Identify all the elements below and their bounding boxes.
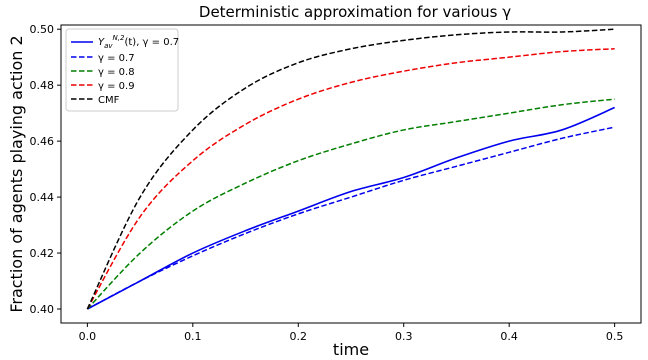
legend-label-2: γ = 0.7 (98, 53, 135, 64)
legend-label-5: CMF (98, 95, 120, 106)
series-line-5 (86, 28, 615, 310)
y-tick-label: 0.48 (30, 79, 55, 92)
legend-label-1-sup: N,2 (113, 34, 125, 42)
legend-box (65, 28, 179, 112)
x-tick-label: 0.5 (606, 330, 624, 343)
legend-label-1-main: Y (98, 37, 105, 48)
y-tick-label: 0.50 (30, 23, 55, 36)
y-axis-label: Fraction of agents playing action 2 (7, 35, 26, 312)
series-line-2 (87, 126, 615, 310)
series-line-4 (86, 48, 615, 310)
x-tick-label: 0.4 (500, 330, 518, 343)
x-axis-label: time (333, 340, 369, 359)
x-tick-label: 0.2 (290, 330, 308, 343)
legend-lines (71, 41, 93, 100)
x-tick-label: 0.3 (395, 330, 413, 343)
x-axis: 0.0 0.1 0.2 0.3 0.4 0.5 (79, 323, 624, 343)
series-layer (86, 28, 615, 310)
series-line-1 (86, 106, 615, 310)
legend-label-4: γ = 0.9 (98, 81, 135, 92)
legend-label-1-sub: av (104, 42, 113, 50)
y-tick-label: 0.40 (30, 303, 55, 316)
legend-label-1: YavN,2(t), γ = 0.7 (98, 34, 179, 50)
y-tick-label: 0.46 (30, 135, 55, 148)
x-tick-label: 0.1 (184, 330, 202, 343)
y-axis: 0.40 0.42 0.44 0.46 0.48 0.50 (30, 23, 61, 316)
y-tick-label: 0.44 (30, 191, 55, 204)
chart-title: Deterministic approximation for various … (199, 3, 511, 21)
legend-label-3: γ = 0.8 (98, 67, 135, 78)
legend: YavN,2(t), γ = 0.7 γ = 0.7 γ = 0.8 γ = 0… (65, 28, 179, 112)
series-line-3 (86, 98, 615, 310)
x-tick-label: 0.0 (79, 330, 97, 343)
legend-label-1-rest: (t), γ = 0.7 (124, 37, 179, 48)
y-tick-label: 0.42 (30, 247, 55, 260)
